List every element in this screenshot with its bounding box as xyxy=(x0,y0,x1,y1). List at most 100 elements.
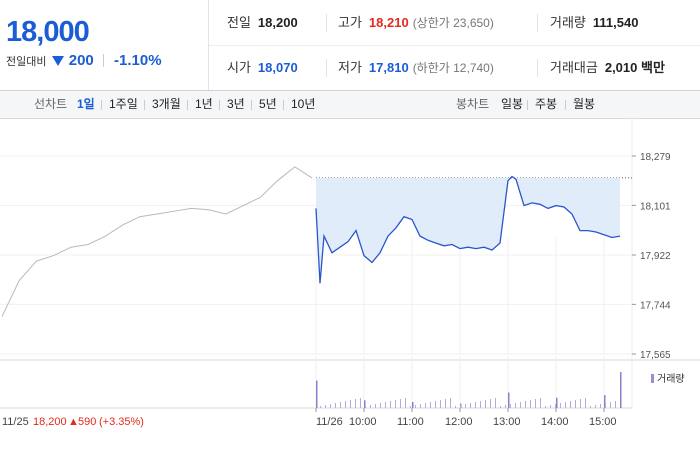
prev-day-close: 18,200 xyxy=(33,416,67,428)
volume-legend-swatch xyxy=(651,374,654,383)
volume-bar xyxy=(400,399,401,408)
x-tick-label: 11/26 xyxy=(316,416,343,428)
volume-bar xyxy=(510,404,511,408)
volume-bar xyxy=(410,406,411,408)
open-label: 시가 xyxy=(227,60,251,75)
volume-bar xyxy=(508,392,510,408)
low-value: 17,810 xyxy=(368,60,409,75)
chart-toolbar: 선차트 1일 1주일 3개월 1년 3년 5년 10년 봉차트 일봉 주봉 월봉 xyxy=(0,91,700,119)
divider xyxy=(251,100,252,110)
volume-bar xyxy=(570,401,571,408)
volume-bar xyxy=(556,397,558,408)
volume-bar xyxy=(604,395,606,408)
divider xyxy=(565,100,566,110)
volume-bar xyxy=(415,405,416,408)
volume-legend: 거래량 xyxy=(657,373,685,385)
volume-bar xyxy=(316,380,318,408)
volume-bar xyxy=(595,405,596,408)
divider xyxy=(283,100,284,110)
low-label: 저가 xyxy=(338,60,362,75)
divider xyxy=(144,100,145,110)
chart-grid xyxy=(0,118,700,409)
change-label: 전일대비 xyxy=(6,56,47,68)
prev-day-label: 11/25 18,200 ▲ 590 (+3.35%) xyxy=(2,416,144,428)
volume-bar xyxy=(370,405,371,408)
volume-bar xyxy=(545,406,546,408)
prev-day-change: 590 xyxy=(78,416,96,428)
high-value: 18,210 xyxy=(368,15,409,30)
volume-bar xyxy=(385,402,386,408)
price-chart: 18,279 18,101 17,922 17,744 17,565 11/26 10:0… xyxy=(0,118,700,428)
line-chart-label: 선차트 xyxy=(34,97,68,111)
volume-bar xyxy=(585,398,586,408)
stats-row-1: 전일 18,200 고가 18,210 (상한가 23,650) 거래량 111,540 xyxy=(209,0,700,46)
volume-bar xyxy=(475,402,476,408)
volume-bar xyxy=(535,399,536,408)
volume-bar xyxy=(364,400,366,408)
volume-label: 거래량 xyxy=(550,15,586,30)
y-tick-label: 17,922 xyxy=(640,251,671,262)
volume-bar xyxy=(350,400,351,408)
period-1y[interactable]: 1년 xyxy=(195,97,213,111)
price-line xyxy=(315,175,621,284)
volume-bar xyxy=(525,401,526,408)
period-5y[interactable]: 5년 xyxy=(259,97,277,111)
x-tick-label: 14:00 xyxy=(541,416,569,428)
change-row: 전일대비 200 -1.10% xyxy=(6,52,162,69)
divider xyxy=(326,59,327,77)
prev-close: 전일 18,200 xyxy=(227,0,298,45)
candle-monthly[interactable]: 월봉 xyxy=(573,97,596,111)
turnover: 거래대금 2,010 백만 xyxy=(550,45,665,90)
change-rate: -1.10% xyxy=(114,52,162,69)
volume-bar xyxy=(440,400,441,408)
volume: 거래량 111,540 xyxy=(550,0,638,45)
volume-bar xyxy=(420,404,421,408)
volume-bar xyxy=(460,405,461,408)
divider xyxy=(326,14,327,32)
period-3y[interactable]: 3년 xyxy=(227,97,245,111)
change-amount: 200 xyxy=(68,52,94,69)
volume-bar xyxy=(485,400,486,408)
high-price: 고가 18,210 (상한가 23,650) xyxy=(338,0,494,45)
divider xyxy=(537,14,538,32)
upper-limit: (상한가 23,650) xyxy=(412,16,494,30)
volume-bar xyxy=(470,403,471,408)
volume-bar xyxy=(335,403,336,408)
prev-day-rate: (+3.35%) xyxy=(99,416,144,428)
volume-bar xyxy=(490,399,491,408)
x-axis-labels: 11/26 10:00 11:00 12:00 13:00 14:00 15:00 xyxy=(315,408,617,428)
x-tick-label: 10:00 xyxy=(349,416,377,428)
volume-bar xyxy=(615,401,616,408)
period-1w[interactable]: 1주일 xyxy=(109,97,138,111)
volume-bar xyxy=(620,372,622,408)
current-price: 18,000 xyxy=(6,16,90,48)
period-3m[interactable]: 3개월 xyxy=(152,97,181,111)
volume-bar xyxy=(330,404,331,408)
y-axis-ticks: 18,279 18,101 17,922 17,744 17,565 xyxy=(632,152,671,361)
candle-chart-label: 봉차트 xyxy=(456,97,490,111)
period-10y[interactable]: 10년 xyxy=(291,97,316,111)
turnover-label: 거래대금 xyxy=(550,60,598,75)
volume-bar xyxy=(550,405,551,408)
candle-daily[interactable]: 일봉 xyxy=(501,97,524,111)
y-tick-label: 18,101 xyxy=(640,201,671,212)
volume-bar xyxy=(495,398,496,408)
divider xyxy=(537,59,538,77)
volume-bar xyxy=(555,404,556,408)
volume-bar xyxy=(425,403,426,408)
volume-bar xyxy=(575,400,576,408)
volume-bar xyxy=(355,399,356,408)
stats-row-2: 시가 18,070 저가 17,810 (하한가 12,740) 거래대금 2,010 … xyxy=(209,45,700,90)
y-tick-label: 17,744 xyxy=(640,300,671,311)
x-tick-label: 15:00 xyxy=(589,416,617,428)
candle-weekly[interactable]: 주봉 xyxy=(535,97,558,111)
volume-bar xyxy=(580,399,581,408)
price-area xyxy=(316,176,620,284)
period-1d[interactable]: 1일 xyxy=(77,97,95,111)
volume-bar xyxy=(465,404,466,408)
open-price: 시가 18,070 xyxy=(227,45,298,90)
x-tick-label: 13:00 xyxy=(493,416,521,428)
volume-bar xyxy=(405,398,406,408)
volume-bar xyxy=(590,406,591,408)
volume-bars xyxy=(316,372,622,408)
